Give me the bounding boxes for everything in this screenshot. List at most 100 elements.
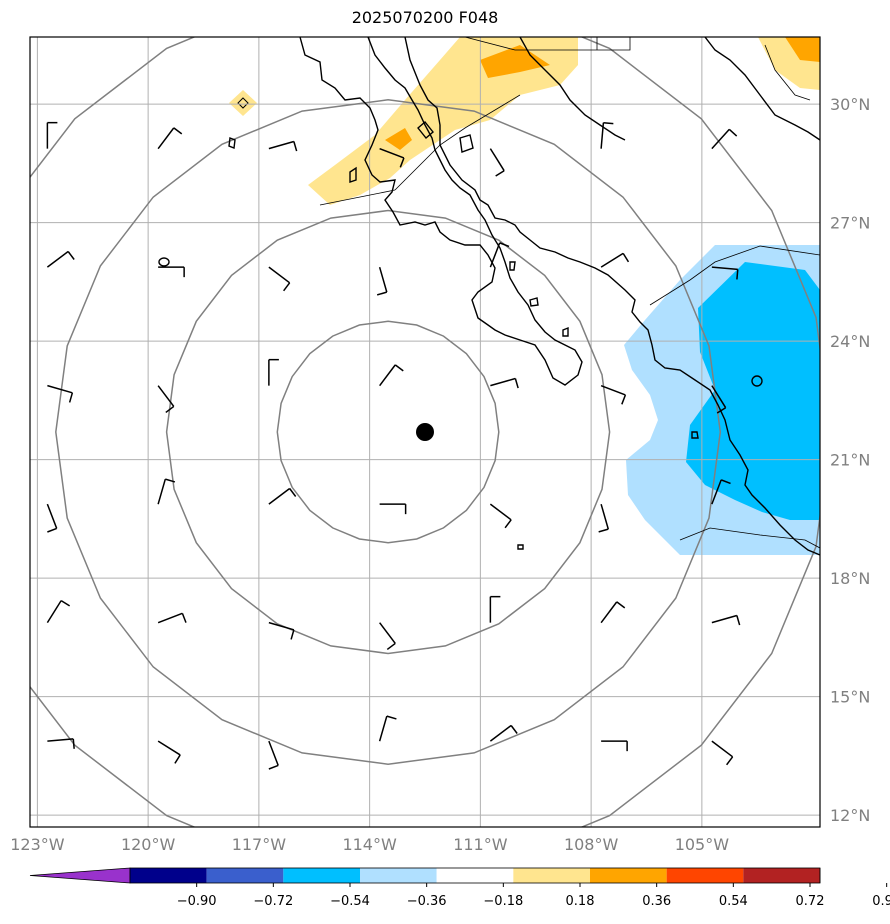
coastlines: [158, 37, 820, 556]
wind-barb: [47, 384, 74, 403]
island-7: [562, 326, 569, 337]
island-9: [517, 544, 524, 550]
island-6: [529, 297, 539, 307]
range-ring: [55, 99, 722, 765]
wind-barb: [268, 266, 291, 292]
mexico-mainland-coast: [404, 37, 820, 556]
colorbar: −0.90 −0.72 −0.54 −0.36 −0.18 0.18 0.36 0.54 0.7…: [29, 867, 890, 909]
island-2: [417, 120, 434, 140]
wind-barb: [46, 121, 58, 149]
lon-tick-label: 105°W: [675, 835, 730, 854]
lon-tick-label: 117°W: [232, 835, 287, 854]
colorbar-label: −0.18: [483, 894, 523, 909]
wind-barb: [378, 715, 397, 742]
colorbar-extend-min: [29, 867, 131, 884]
wind-barb: [46, 599, 71, 624]
wind-barb: [489, 595, 501, 623]
colorbar-segment: [590, 868, 667, 883]
colorbar-segment: [513, 868, 590, 883]
island-3: [349, 166, 357, 183]
positive-anomaly-orange: [480, 45, 550, 78]
positive-anomaly-light: [308, 37, 578, 205]
colorbar-label: −0.54: [330, 894, 370, 909]
range-ring: [30, 37, 820, 827]
wind-barb: [379, 503, 407, 515]
range-ring: [276, 320, 500, 544]
wind-barb: [489, 503, 512, 529]
longitude-labels: 123°W 120°W 117°W 114°W 111°W 108°W 105°W: [10, 835, 729, 854]
positive-anomaly-orange-small: [385, 128, 412, 150]
island-5: [509, 261, 516, 271]
lat-tick-label: 12°N: [830, 806, 870, 825]
wind-barb: [600, 122, 614, 149]
colorbar-label: 0.72: [796, 894, 825, 909]
border-southeast: [679, 527, 820, 549]
positive-anomaly-diamond: [229, 90, 257, 116]
baja-california-west-coast: [299, 37, 583, 386]
wind-barb: [711, 266, 739, 280]
island-4: [228, 137, 236, 149]
wind-barb: [157, 385, 175, 414]
map-title: 2025070200 F048: [351, 8, 499, 27]
wind-barb: [379, 364, 404, 387]
colorbar-segment: [130, 868, 207, 883]
wind-barb: [46, 503, 58, 533]
lat-tick-label: 18°N: [830, 569, 870, 588]
lat-tick-label: 30°N: [830, 95, 870, 114]
colorbar-label: −0.36: [407, 894, 447, 909]
wind-barb: [157, 127, 183, 150]
lon-tick-label: 114°W: [342, 835, 397, 854]
wind-barb: [600, 384, 627, 405]
wind-barb: [158, 266, 185, 278]
colorbar-label: 0.36: [642, 894, 671, 909]
wind-barb: [600, 252, 630, 268]
border-east: [649, 245, 820, 306]
wind-barb: [47, 738, 75, 749]
northeast-coast: [704, 37, 820, 141]
wind-barb: [379, 622, 396, 651]
wind-barb: [379, 147, 405, 168]
colorbar-segment: [360, 868, 437, 883]
colorbar-segment: [206, 868, 284, 883]
border-us-mexico: [464, 37, 631, 51]
wind-barb: [268, 487, 297, 505]
wind-barb: [268, 358, 279, 386]
border-east2: [764, 44, 811, 101]
island-marias: [751, 375, 763, 387]
latitude-labels: 12°N 15°N 18°N 21°N 24°N 27°N 30°N: [830, 95, 870, 825]
island-8: [691, 431, 699, 439]
wind-barb: [711, 479, 731, 505]
wind-barb: [157, 478, 176, 505]
borders: [319, 37, 820, 549]
colorbar-label: −0.90: [177, 894, 217, 909]
wind-barbs: [46, 121, 741, 770]
negative-anomaly-dark: [686, 262, 820, 520]
island-1: [459, 134, 474, 153]
wind-barb: [268, 140, 298, 152]
wind-barb: [46, 250, 75, 268]
wind-barb: [711, 614, 741, 626]
wind-barb: [489, 724, 518, 742]
wind-barb: [268, 621, 295, 640]
lon-tick-label: 123°W: [10, 835, 65, 854]
wind-barb: [268, 740, 279, 770]
lat-tick-label: 21°N: [830, 451, 870, 470]
colorbar-label: 0.90: [872, 894, 890, 909]
colorbar-segment: [666, 868, 744, 883]
range-rings: [30, 37, 820, 827]
wind-barb: [711, 385, 727, 414]
map-frame: [29, 36, 821, 828]
wind-barb: [489, 148, 505, 177]
wind-barb: [711, 740, 734, 766]
positive-anomaly-ne-orange: [785, 37, 820, 62]
island-socorro: [158, 257, 170, 267]
range-ring: [165, 209, 611, 655]
wind-barb: [376, 266, 388, 296]
border-baja: [319, 189, 396, 206]
lat-tick-label: 15°N: [830, 688, 870, 707]
anomaly-shading: [229, 37, 820, 555]
wind-barb: [600, 601, 626, 624]
mainland-upper-coast: [519, 37, 626, 141]
colorbar-segment: [283, 868, 360, 883]
